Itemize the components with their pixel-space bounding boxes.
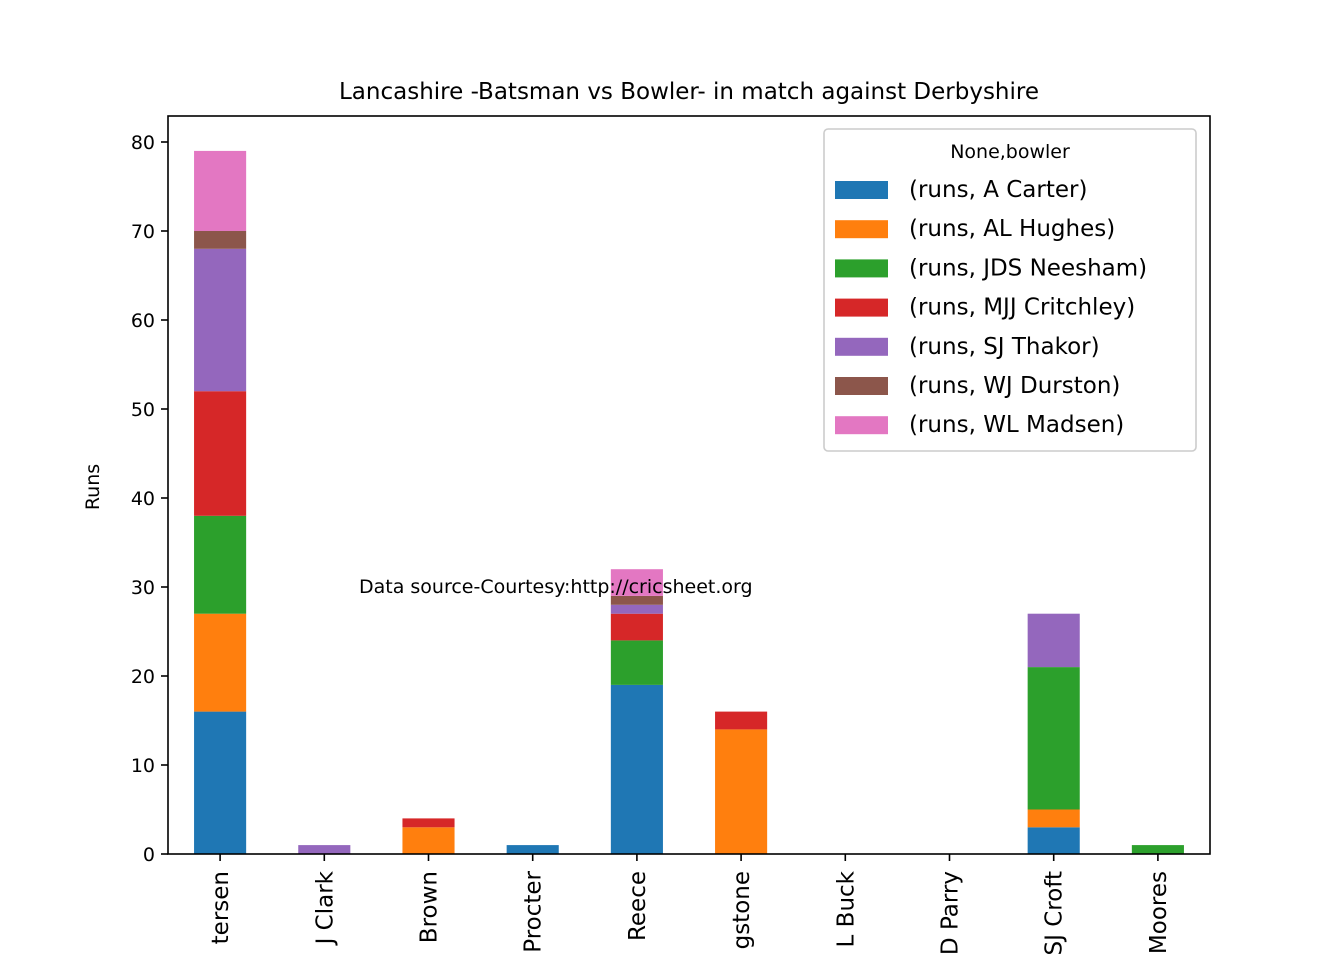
y-tick-label: 0 (143, 844, 155, 866)
x-tick-label: Reece (625, 871, 651, 941)
bar-segment (610, 684, 663, 854)
bar-segment (610, 604, 663, 614)
data-source-annotation: Data source-Courtesy:http://cricsheet.or… (359, 576, 753, 598)
plot-frame (167, 115, 1211, 855)
y-tick-label: 70 (131, 221, 155, 243)
legend-label: (runs, AL Hughes) (909, 216, 1115, 242)
x-tick-label: Moores (1146, 871, 1172, 954)
y-tick-label: 80 (131, 132, 155, 154)
legend-swatch (835, 416, 888, 435)
bar-segment (194, 391, 247, 516)
x-tick-label: Procter (521, 870, 547, 952)
chart-title: Lancashire -Batsman vs Bowler- in match … (339, 79, 1039, 105)
y-tick-label: 50 (131, 399, 155, 421)
legend-swatch (835, 337, 888, 356)
legend-box (823, 128, 1197, 452)
y-tick-label: 40 (131, 488, 155, 510)
x-tick-label: J Clark (312, 870, 338, 946)
legend-swatch (835, 259, 888, 278)
bar-segment (402, 818, 455, 828)
bar-segment (1027, 827, 1080, 854)
legend-label: (runs, MJJ Critchley) (909, 295, 1135, 321)
bar-segment (194, 515, 247, 614)
bar-segment (610, 595, 663, 605)
bars-layer (194, 150, 1184, 854)
legend-swatch (835, 181, 888, 199)
legend-title: None,bowler (950, 141, 1070, 163)
legend-label: (runs, SJ Thakor) (909, 334, 1100, 360)
bar-segment (194, 248, 247, 392)
bar-segment (402, 827, 455, 854)
legend-label: (runs, WL Madsen) (909, 412, 1124, 438)
x-tick-label: L Buck (833, 870, 859, 947)
legend-swatch (835, 298, 888, 317)
legend-swatch (835, 377, 888, 395)
bar-segment (1027, 667, 1080, 810)
bar-segment (298, 845, 351, 854)
legend-label: (runs, WJ Durston) (909, 373, 1120, 399)
x-tick-label: SJ Croft (1042, 871, 1068, 956)
bar-segment (715, 711, 768, 730)
y-tick-label: 60 (131, 310, 155, 332)
x-tick-label: D Parry (938, 871, 964, 955)
y-tick-label: 30 (131, 577, 155, 599)
x-tick-label: tersen (208, 871, 234, 944)
bar-segment (506, 845, 559, 854)
bar-segment (1027, 809, 1080, 828)
x-tick-label: Brown (417, 871, 443, 943)
legend: None,bowler (runs, A Carter) (runs, AL Hu… (823, 128, 1197, 452)
bar-segment (1131, 845, 1184, 854)
legend-label: (runs, JDS Neesham) (909, 255, 1147, 281)
bar-segment (194, 613, 247, 712)
bar-segment (194, 150, 247, 231)
bar-segment (1027, 613, 1080, 668)
legend-swatch (835, 220, 888, 239)
y-tick-label: 20 (131, 666, 155, 688)
x-axis: tersen J Clark Brown Procter Reece gstone L Bu… (208, 854, 1172, 956)
bar-segment (194, 231, 247, 249)
bar-segment (715, 729, 768, 854)
bar-segment (610, 613, 663, 641)
legend-label: (runs, A Carter) (909, 177, 1087, 203)
x-tick-label: gstone (729, 871, 755, 949)
bar-segment (194, 711, 247, 854)
y-axis-label: Runs (82, 464, 104, 510)
bar-segment (610, 569, 663, 596)
y-tick-label: 10 (131, 755, 155, 777)
bar-segment (610, 640, 663, 685)
y-axis: 0 10 20 30 40 50 60 70 80 (131, 132, 168, 866)
